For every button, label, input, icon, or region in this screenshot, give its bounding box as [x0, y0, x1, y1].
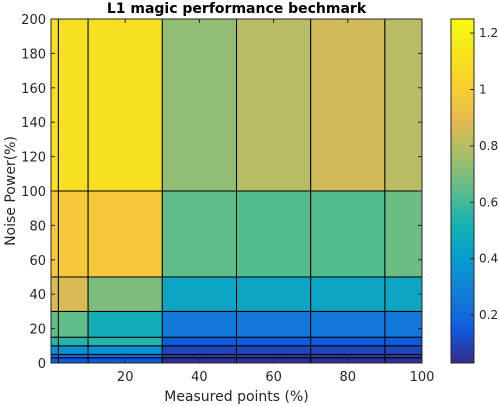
heatmap-cell — [236, 353, 312, 359]
x-tick-label: 20 — [117, 370, 134, 385]
y-tick-label: 60 — [29, 254, 46, 269]
heatmap-cell — [50, 336, 59, 347]
heatmap-cell — [236, 276, 312, 312]
colorbar-tick-label: 0.6 — [479, 195, 498, 209]
heatmap-cell — [384, 336, 423, 347]
x-tick-label: 40 — [191, 370, 208, 385]
heatmap-cell — [310, 190, 386, 278]
heatmap-cell — [50, 18, 59, 192]
heatmap-cell — [236, 18, 312, 192]
y-tick-label: 80 — [29, 219, 46, 234]
heatmap-cell — [161, 345, 237, 355]
heatmap-cell — [50, 357, 59, 364]
heatmap-cell — [87, 190, 163, 278]
heatmap-cell — [87, 336, 163, 347]
y-tick-label: 140 — [21, 116, 46, 131]
y-tick-label: 160 — [21, 82, 46, 97]
heatmap-cell — [310, 18, 386, 192]
heatmap-cell — [87, 310, 163, 338]
colorbar-tick-label: 0.4 — [479, 252, 498, 266]
colorbar-tick-label: 0.2 — [479, 308, 498, 322]
y-tick-label: 20 — [29, 323, 46, 338]
y-tick-label: 120 — [21, 151, 46, 166]
heatmap-cell — [384, 18, 423, 192]
colorbar-tick-label: 0.8 — [479, 139, 498, 153]
heatmap-cell — [384, 276, 423, 312]
x-axis-ticks: 20 40 60 80 100 — [117, 19, 434, 385]
y-tick-label: 180 — [21, 47, 46, 62]
y-tick-label: 200 — [21, 13, 46, 28]
x-tick-label: 60 — [265, 370, 282, 385]
heatmap-cell — [57, 310, 89, 338]
heatmap-cell — [87, 345, 163, 355]
heatmap-cell — [310, 353, 386, 359]
heatmap-cell — [57, 353, 89, 359]
chart-title: L1 magic performance bechmark — [107, 1, 367, 17]
heatmap-cell — [87, 353, 163, 359]
y-axis-ticks: 0 20 40 60 80 100 120 140 160 180 200 — [21, 13, 422, 372]
heatmap-cell — [161, 353, 237, 359]
heatmap-cell — [310, 345, 386, 355]
heatmap-cell — [384, 357, 423, 364]
heatmap-cell — [161, 310, 237, 338]
heatmap-cell — [87, 276, 163, 312]
heatmap-cell — [57, 276, 89, 312]
heatmap-cell — [87, 18, 163, 192]
y-tick-label: 100 — [21, 185, 46, 200]
heatmap-cell — [384, 353, 423, 359]
heatmap-cell — [236, 310, 312, 338]
heatmap-cell — [50, 310, 59, 338]
y-axis-label: Noise Power(%) — [3, 136, 19, 246]
heatmap-cell — [50, 345, 59, 355]
heatmap-cell — [384, 190, 423, 278]
x-tick-label: 100 — [410, 370, 435, 385]
heatmap-cell — [384, 310, 423, 338]
heatmap-cell — [236, 190, 312, 278]
heatmap-cell — [57, 336, 89, 347]
heatmap-cells — [50, 18, 423, 364]
heatmap-cell — [310, 336, 386, 347]
heatmap-cell — [236, 345, 312, 355]
heatmap-cell — [161, 190, 237, 278]
colorbar-tick-label: 1.2 — [479, 26, 498, 40]
heatmap-cell — [57, 345, 89, 355]
heatmap-cell — [310, 310, 386, 338]
heatmap-cell — [57, 357, 89, 364]
x-tick-label: 80 — [340, 370, 357, 385]
heatmap-cell — [57, 18, 89, 192]
heatmap-cell — [161, 336, 237, 347]
y-tick-label: 40 — [29, 288, 46, 303]
heatmap-cell — [236, 336, 312, 347]
x-axis-label: Measured points (%) — [164, 389, 309, 405]
heatmap-cell — [161, 276, 237, 312]
heatmap-cell — [161, 18, 237, 192]
heatmap-cell — [50, 190, 59, 278]
heatmap-cell — [310, 276, 386, 312]
heatmap-cell — [50, 353, 59, 359]
heatmap-cell — [57, 190, 89, 278]
heatmap-cell — [384, 345, 423, 355]
colorbar: 0.2 0.4 0.6 0.8 1 1.2 — [450, 18, 498, 364]
colorbar-tick-label: 1 — [479, 82, 487, 96]
y-tick-label: 0 — [38, 357, 46, 372]
colorbar-gradient — [450, 18, 475, 364]
